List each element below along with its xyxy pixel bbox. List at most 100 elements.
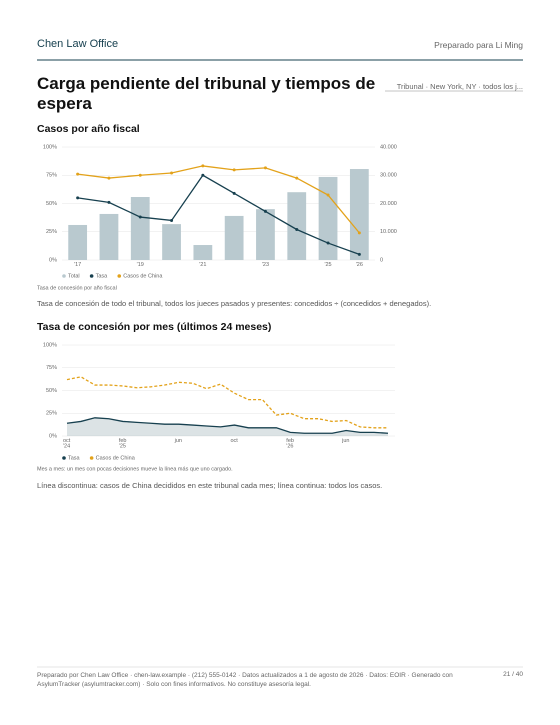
x-tick-label-part: '26 bbox=[286, 444, 293, 450]
chart-caption: Mes a mes: un mes con pocas decisiones m… bbox=[37, 466, 233, 472]
bar bbox=[256, 209, 275, 260]
y-tick-label: 25% bbox=[46, 229, 57, 235]
point bbox=[326, 193, 330, 197]
chart-title: Casos por año fiscal bbox=[37, 123, 140, 135]
bar bbox=[193, 245, 213, 260]
y-tick-label: 75% bbox=[46, 173, 57, 179]
point bbox=[170, 218, 174, 222]
legend-swatch bbox=[89, 274, 94, 278]
bar bbox=[99, 213, 119, 260]
y-tick-label: 50% bbox=[46, 388, 57, 394]
y-tick-label: 10.000 bbox=[380, 229, 397, 235]
page-number: 21 / 40 bbox=[503, 671, 523, 678]
legend-swatch bbox=[89, 456, 94, 460]
x-tick-label-part: '26 bbox=[356, 262, 363, 268]
legend-label: Tasa bbox=[68, 455, 81, 461]
point bbox=[107, 176, 111, 180]
chart-note: Tasa de concesión de todo el tribunal, t… bbox=[37, 299, 432, 308]
point bbox=[357, 252, 361, 256]
point bbox=[201, 173, 205, 177]
x-tick-label: '21 bbox=[199, 262, 206, 268]
footer-text: Preparado por Chen Law Office · chen-law… bbox=[37, 672, 453, 688]
x-tick-label-part: oct bbox=[230, 438, 238, 444]
point bbox=[138, 173, 142, 177]
y-tick-label: 100% bbox=[43, 144, 57, 150]
legend-swatch bbox=[62, 274, 66, 278]
x-tick-label: jun bbox=[174, 438, 182, 444]
x-tick-label-part: feb bbox=[286, 438, 295, 444]
y-tick-label: 100% bbox=[43, 342, 57, 348]
x-tick-label-part: oct bbox=[63, 438, 72, 444]
x-tick-label: oct '24 bbox=[63, 438, 72, 450]
point bbox=[76, 196, 80, 200]
point bbox=[326, 241, 330, 245]
y-tick-label: 0% bbox=[49, 257, 57, 263]
x-tick-label-part: '17 bbox=[74, 262, 81, 268]
point bbox=[107, 200, 111, 204]
x-tick-label-part: '21 bbox=[199, 262, 206, 268]
bar bbox=[287, 192, 307, 260]
x-tick-label-part: '25 bbox=[324, 262, 331, 268]
bar bbox=[224, 215, 244, 260]
line bbox=[66, 417, 389, 434]
x-tick-label: feb '25 bbox=[119, 438, 128, 450]
y-tick-label: 75% bbox=[46, 365, 57, 371]
y-tick-label: 0% bbox=[49, 433, 57, 439]
line bbox=[77, 165, 360, 234]
y-tick-label: 40.000 bbox=[380, 144, 397, 150]
point bbox=[76, 172, 80, 176]
legend-label: Casos de China bbox=[123, 273, 163, 279]
y-tick-label: 25% bbox=[46, 411, 57, 417]
legend-label: Total bbox=[68, 273, 80, 279]
bar bbox=[68, 224, 88, 260]
y-tick-label: 50% bbox=[46, 201, 57, 207]
x-tick-label: '17 bbox=[74, 262, 81, 268]
point bbox=[201, 164, 205, 168]
point bbox=[295, 176, 299, 180]
x-tick-label-part: jun bbox=[174, 438, 182, 444]
point bbox=[357, 231, 361, 235]
point bbox=[232, 191, 236, 195]
prepared-for: Preparado para Li Ming bbox=[434, 40, 523, 50]
point bbox=[263, 166, 267, 170]
meta: Tribunal · New York, NY · todos los j... bbox=[396, 82, 523, 91]
point bbox=[170, 171, 174, 175]
x-tick-label: '25 bbox=[324, 262, 331, 268]
x-tick-label-part: '24 bbox=[63, 444, 70, 450]
point bbox=[138, 215, 142, 219]
chart-caption: Tasa de concesión por año fiscal bbox=[37, 285, 117, 291]
firm: Chen Law Office bbox=[37, 38, 119, 50]
x-tick-label: feb '26 bbox=[286, 438, 295, 450]
x-tick-label: '26 bbox=[356, 262, 363, 268]
title: Carga pendiente del tribunal y tiempos d… bbox=[37, 74, 376, 113]
bar bbox=[318, 176, 338, 260]
x-tick-label: '23 bbox=[262, 262, 269, 268]
area bbox=[67, 417, 388, 436]
line bbox=[77, 174, 360, 255]
y-tick-label: 0 bbox=[380, 257, 383, 263]
x-tick-label-part: jun bbox=[341, 438, 349, 444]
x-tick-label-part: '25 bbox=[119, 444, 126, 450]
legend-label: Casos de China bbox=[96, 455, 136, 461]
y-tick-label: 30.000 bbox=[380, 173, 397, 179]
point bbox=[263, 209, 267, 213]
x-tick-label-part: feb bbox=[119, 438, 128, 444]
bar bbox=[349, 169, 369, 260]
legend-swatch bbox=[62, 456, 66, 460]
x-tick-label: oct bbox=[230, 438, 238, 444]
point bbox=[295, 227, 299, 231]
legend-label: Tasa bbox=[96, 273, 109, 279]
y-tick-label: 20.000 bbox=[380, 201, 397, 207]
chart-note: Línea discontinua: casos de China decidi… bbox=[37, 481, 383, 490]
bar bbox=[162, 224, 181, 260]
chart-title: Tasa de concesión por mes (últimos 24 me… bbox=[37, 321, 272, 333]
point bbox=[232, 168, 236, 172]
legend-swatch bbox=[117, 274, 122, 278]
x-tick-label: jun bbox=[341, 438, 349, 444]
x-tick-label-part: '23 bbox=[262, 262, 269, 268]
line bbox=[66, 376, 388, 429]
x-tick-label: '19 bbox=[137, 262, 144, 268]
bar bbox=[130, 197, 150, 260]
